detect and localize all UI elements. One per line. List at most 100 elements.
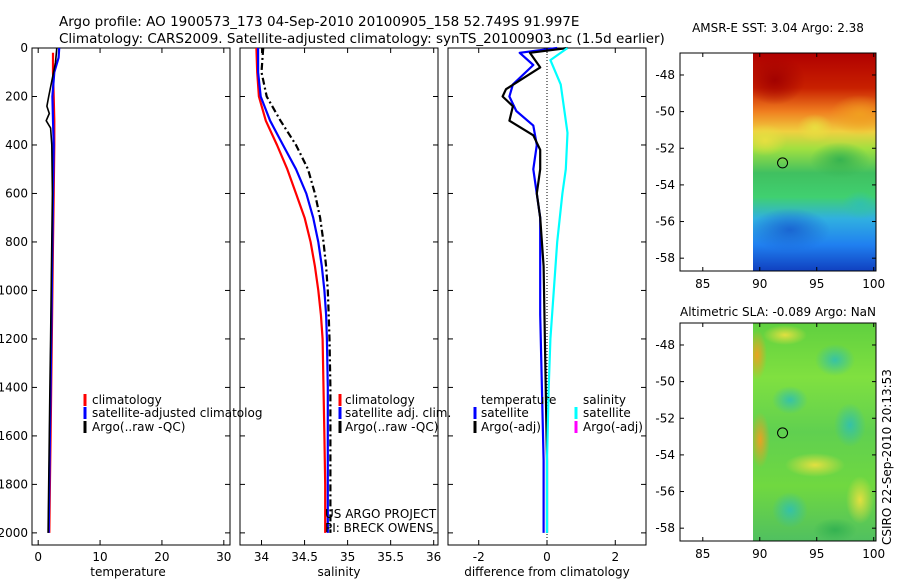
y-tick-label: 600 <box>5 186 28 200</box>
sst-cold-patch <box>753 208 830 252</box>
map-y-tick-label: -54 <box>655 448 675 462</box>
map-x-tick-label: 90 <box>752 547 767 561</box>
series-line-argo-raw-qc- <box>45 47 58 533</box>
project-annotation: US ARGO PROJECT <box>325 507 437 521</box>
y-tick-label: 800 <box>5 235 28 249</box>
salinity-legend: climatology satellite adj. clim. Argo(..… <box>338 393 451 434</box>
x-tick-label: 35 <box>340 550 355 564</box>
map-x-tick-label: 85 <box>695 277 710 291</box>
series-line-argo-adj- <box>501 46 568 533</box>
x-tick-label: 34 <box>254 550 269 564</box>
sst-warm-patch <box>753 55 805 105</box>
sla-patch <box>753 330 767 380</box>
pi-annotation: PI: BRECK OWENS <box>325 521 433 535</box>
sla-patch <box>846 476 874 524</box>
x-tick-label: 10 <box>92 550 107 564</box>
legend-label-argo: Argo(..raw -QC) <box>345 420 438 434</box>
y-tick-label: 1600 <box>0 429 28 443</box>
legend-title-salinity: salinity <box>583 393 626 407</box>
series-line-satellite <box>545 47 569 533</box>
map-y-tick-label: -52 <box>655 411 675 425</box>
sla-map-frame <box>679 322 877 542</box>
x-tick-label: 34.5 <box>291 550 318 564</box>
sst-heatmap <box>753 53 876 271</box>
map-y-tick-label: -48 <box>655 338 675 352</box>
y-tick-label: 1000 <box>0 283 28 297</box>
temperature-plot-frame <box>31 47 231 546</box>
difference-panel: -2 0 2 difference from climatology tempera… <box>447 46 647 579</box>
sla-patch <box>834 403 866 447</box>
sst-front-patch <box>797 114 833 142</box>
series-line-argo-raw-qc- <box>260 47 332 533</box>
map-y-tick-label: -54 <box>655 178 675 192</box>
sla-map-panel: Altimetric SLA: -0.089 Argo: NaN 85 90 95 1… <box>655 305 885 561</box>
map-y-tick-label: -56 <box>655 485 675 499</box>
y-tick-label: 1200 <box>0 332 28 346</box>
sla-map-yticks: -48 -50 -52 -54 -56 -58 <box>655 338 876 535</box>
salinity-lines <box>255 47 332 533</box>
x-tick-label: 2 <box>611 550 619 564</box>
temperature-lines <box>45 47 61 533</box>
temperature-xlabel: temperature <box>90 565 165 579</box>
sst-warm-patch <box>830 95 876 135</box>
figure-title-line2: Climatology: CARS2009. Satellite-adjuste… <box>59 31 665 47</box>
sst-map-xticks: 85 90 95 100 <box>695 53 885 291</box>
sst-map-yticks: -48 -50 -52 -54 -56 -58 <box>655 68 876 265</box>
legend-title-temperature: temperature <box>481 393 556 407</box>
x-tick-label: 36 <box>426 550 441 564</box>
x-tick-label: 30 <box>216 550 231 564</box>
map-x-tick-label: 85 <box>695 547 710 561</box>
difference-legend: temperature salinity satellite Argo(-adj… <box>473 393 643 434</box>
sla-patch <box>785 453 845 477</box>
sst-front-patch <box>753 124 787 156</box>
sst-map-frame <box>679 52 877 272</box>
series-line-satellite <box>508 46 558 533</box>
difference-xlabel: difference from climatology <box>464 565 630 579</box>
legend-label-climatology: climatology <box>92 393 162 407</box>
legend-label-sal-argo: Argo(-adj) <box>583 420 643 434</box>
salinity-panel: 34 34.5 35 35.5 36 salinity climatology sate… <box>239 47 451 579</box>
sla-patch <box>772 386 808 414</box>
sla-patch <box>813 518 857 541</box>
salinity-xticks: 34 34.5 35 35.5 36 <box>240 47 441 564</box>
temperature-panel: 0 10 20 30 0 200 400 600 800 1000 1200 1400 1600 180… <box>0 41 262 579</box>
series-line-climatology <box>255 47 327 533</box>
depth-yticks: 0 200 400 600 800 1000 1200 1400 1600 1800 2000 <box>0 41 230 540</box>
timestamp-stamp: CSIRO 22-Sep-2010 20:13:53 <box>880 369 894 545</box>
x-tick-label: 35.5 <box>377 550 404 564</box>
map-x-tick-label: 95 <box>809 277 824 291</box>
legend-label-satellite: satellite-adjusted climatolog <box>92 406 262 420</box>
legend-label-temp-argo: Argo(-adj) <box>481 420 541 434</box>
legend-label-temp-satellite: satellite <box>481 406 529 420</box>
temperature-xticks: 0 10 20 30 <box>34 48 231 564</box>
map-x-tick-label: 100 <box>862 277 885 291</box>
sst-map-panel: AMSR-E SST: 3.04 Argo: 2.38 85 90 95 100 -4… <box>655 21 885 291</box>
salinity-xlabel: salinity <box>317 565 360 579</box>
map-x-tick-label: 95 <box>809 547 824 561</box>
sla-map-xticks: 85 90 95 100 <box>695 323 885 561</box>
map-y-tick-label: -50 <box>655 375 675 389</box>
y-tick-label: 400 <box>5 138 28 152</box>
sst-mid-patch <box>810 142 870 178</box>
y-tick-label: 1800 <box>0 477 28 491</box>
legend-label-climatology: climatology <box>345 393 415 407</box>
sla-patch <box>815 344 855 376</box>
salinity-plot-frame <box>239 47 439 546</box>
x-tick-label: 0 <box>34 550 42 564</box>
sla-map-title: Altimetric SLA: -0.089 Argo: NaN <box>680 305 876 319</box>
map-y-tick-label: -48 <box>655 68 675 82</box>
difference-lines <box>501 46 569 533</box>
temperature-legend: climatology satellite-adjusted climatolo… <box>83 393 262 434</box>
x-tick-label: -2 <box>473 550 485 564</box>
sst-argo-marker <box>777 157 789 169</box>
sla-heatmap <box>753 323 876 541</box>
map-y-tick-label: -58 <box>655 251 675 265</box>
map-x-tick-label: 100 <box>862 547 885 561</box>
difference-xticks: -2 0 2 <box>448 47 646 564</box>
sla-patch <box>763 325 807 345</box>
series-line-satellite-adj-clim- <box>257 48 329 533</box>
map-y-tick-label: -50 <box>655 105 675 119</box>
y-tick-label: 2000 <box>0 526 28 540</box>
map-y-tick-label: -52 <box>655 141 675 155</box>
y-tick-label: 0 <box>20 41 28 55</box>
